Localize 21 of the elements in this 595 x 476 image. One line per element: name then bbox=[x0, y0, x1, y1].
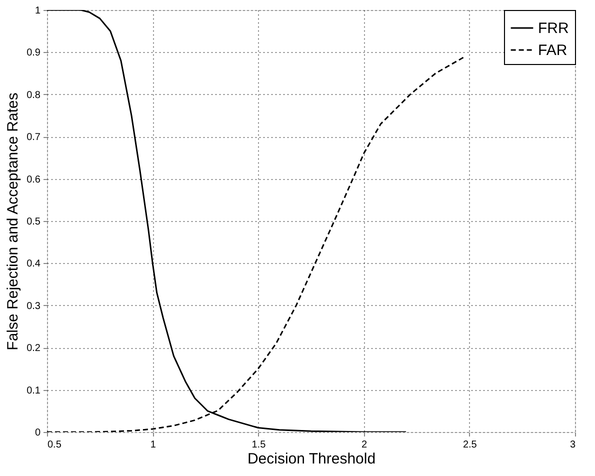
y-tick-label: 0.7 bbox=[26, 132, 41, 144]
y-tick-label: 0.8 bbox=[26, 90, 41, 101]
y-tick-label: 0 bbox=[34, 428, 41, 438]
y-tick-label: 1 bbox=[34, 6, 41, 16]
x-tick-label: 3 bbox=[570, 440, 576, 450]
y-tick-label: 0.5 bbox=[26, 216, 41, 228]
x-tick-label: 1 bbox=[150, 440, 156, 450]
y-axis-title: False Rejection and Acceptance Rates bbox=[4, 92, 22, 350]
y-tick-label: 0.6 bbox=[26, 174, 41, 186]
x-tick-label: 0.5 bbox=[48, 440, 62, 450]
legend-label: FAR bbox=[538, 42, 568, 59]
x-tick-label: 1.5 bbox=[252, 440, 266, 450]
y-tick-label: 0.9 bbox=[26, 48, 41, 59]
y-tick-label: 0.2 bbox=[26, 343, 41, 354]
x-tick-label: 2 bbox=[362, 440, 368, 450]
legend-label: FRR bbox=[538, 20, 569, 37]
y-tick-label: 0.1 bbox=[26, 385, 41, 396]
y-tick-label: 0.3 bbox=[26, 300, 41, 312]
y-tick-label: 0.4 bbox=[26, 258, 41, 270]
x-axis-title: Decision Threshold bbox=[247, 450, 376, 468]
x-tick-label: 2.5 bbox=[462, 440, 478, 450]
